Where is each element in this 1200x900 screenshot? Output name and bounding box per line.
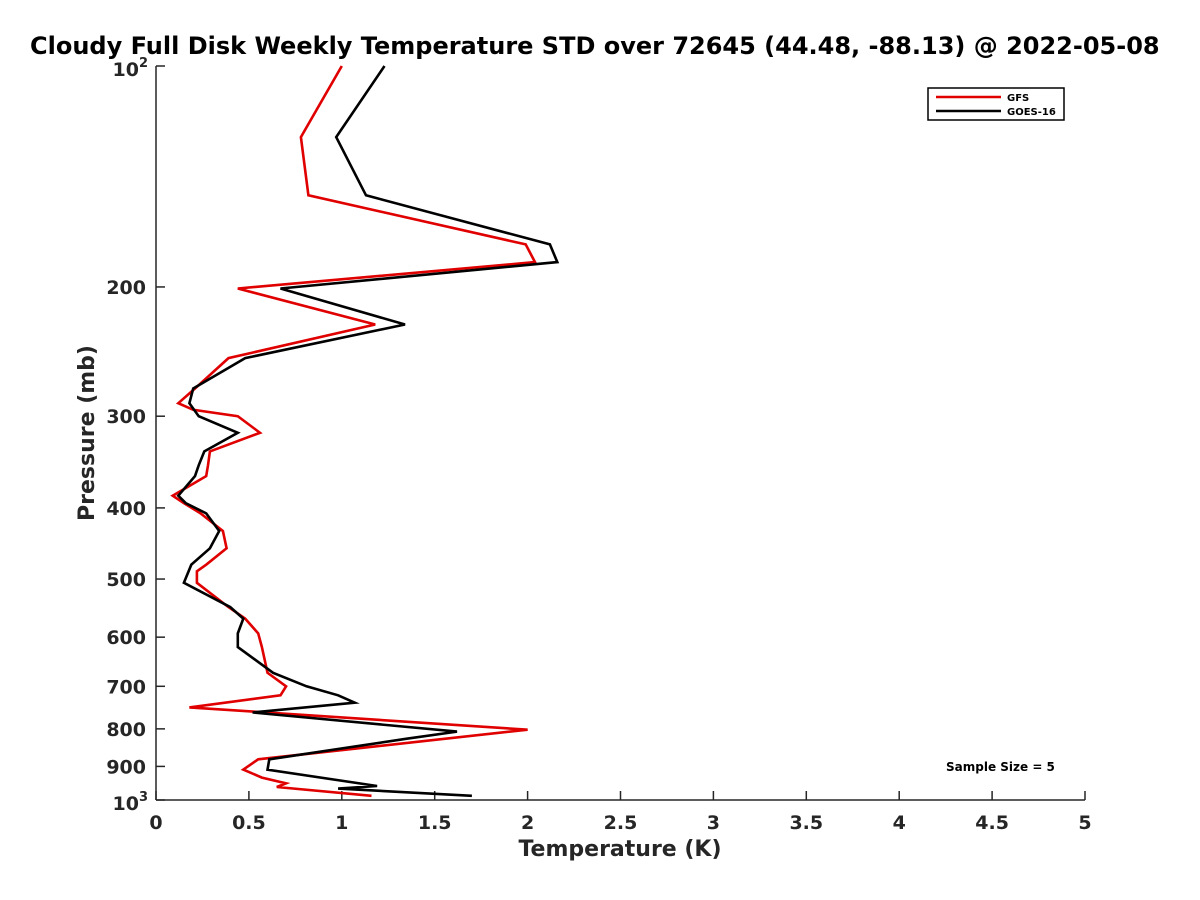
y-tick-label: 102 <box>113 56 149 81</box>
x-tick-label: 0 <box>149 812 162 834</box>
legend-label-goes-16: GOES-16 <box>1007 107 1056 118</box>
x-tick-label: 5 <box>1078 812 1091 834</box>
y-tick-label: 600 <box>106 627 146 649</box>
sample-size-annotation: Sample Size = 5 <box>946 760 1055 774</box>
x-tick-label: 3 <box>707 812 720 834</box>
y-tick-label: 500 <box>106 569 146 591</box>
x-tick-label: 1.5 <box>418 812 452 834</box>
x-tick-label: 0.5 <box>232 812 266 834</box>
y-tick-label: 103 <box>113 790 149 815</box>
x-axis-label: Temperature (K) <box>518 837 721 862</box>
gfs-series-line <box>170 65 538 798</box>
y-tick-label: 800 <box>106 719 146 741</box>
y-axis-label: Pressure (mb) <box>75 345 100 521</box>
x-tick-label: 2 <box>521 812 534 834</box>
legend: GFS GOES-16 <box>927 87 1065 121</box>
y-tick-label: 200 <box>106 277 146 299</box>
x-tick-label: 2.5 <box>604 812 638 834</box>
y-tick-label: 700 <box>106 676 146 698</box>
axes-group: 0 0.5 1 1.5 2 2.5 3 3.5 4 4.5 5 200 300 400 500 600 700 8… <box>106 56 1091 834</box>
y-tick-label: 900 <box>106 756 146 778</box>
x-tick-label: 4 <box>893 812 906 834</box>
chart-title: Cloudy Full Disk Weekly Temperature STD … <box>30 32 1160 60</box>
y-tick-label: 400 <box>106 498 146 520</box>
goes-16-series-line <box>176 65 560 798</box>
series-layer <box>170 65 560 798</box>
x-tick-label: 1 <box>335 812 348 834</box>
legend-box <box>927 87 1065 121</box>
y-tick-label: 300 <box>106 406 146 428</box>
x-tick-label: 4.5 <box>975 812 1009 834</box>
legend-label-gfs: GFS <box>1007 93 1029 104</box>
x-tick-label: 3.5 <box>789 812 823 834</box>
